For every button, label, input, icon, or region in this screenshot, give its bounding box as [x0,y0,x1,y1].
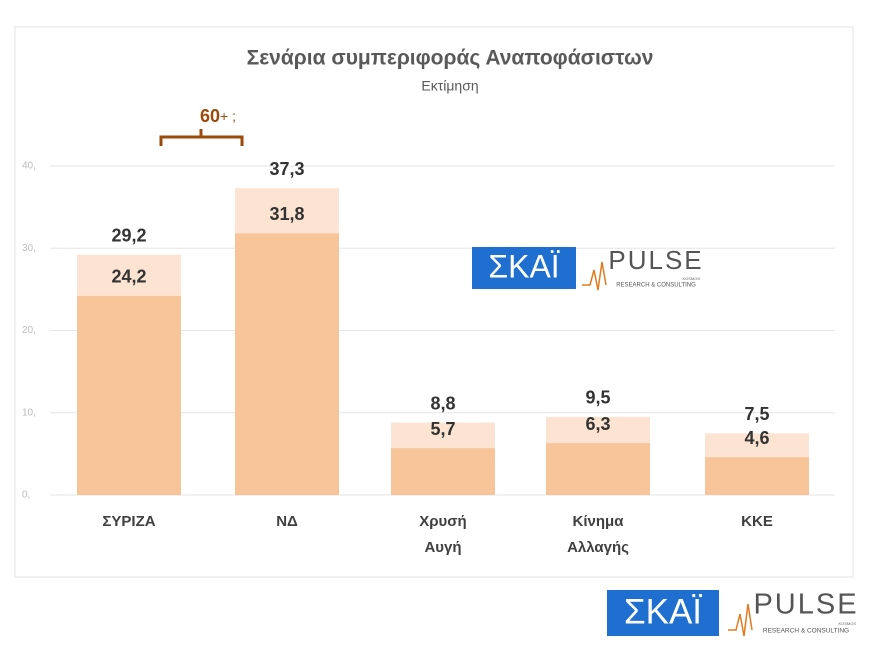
logo-bottom: ΣΚΑΪ PULSE KOSMOS RESEARCH & CONSULTING [607,589,858,637]
x-tick-label: ΝΔ [276,513,298,530]
annotation-bold: 60 [200,106,220,126]
pulse-sub: RESEARCH & CONSULTING [616,283,696,289]
x-tick-line: Αυγή [424,539,461,556]
x-tick-line: Χρυσή [419,513,466,530]
value-label: 29,2 [111,226,146,246]
value-label: 24,2 [111,267,146,287]
bracket [159,129,244,146]
value-label: 4,6 [744,428,769,448]
value-label: 7,5 [744,404,769,424]
value-label: 6,3 [585,414,610,434]
x-tick-line: Κίνημα [573,513,625,530]
y-tick-label: 0, [22,490,30,501]
bar [705,457,809,495]
x-tick-label: Χρυσή Αυγή [419,513,466,556]
pulse-sub: RESEARCH & CONSULTING [763,628,849,635]
pulse-wave [582,261,607,291]
logo-inline: ΣΚΑΪ PULSE KOSMOS RESEARCH & CONSULTING [472,245,703,291]
plot: 0, 10, 20, 30, 40, 29,2 37,3 8,8 9,5 7,5 24,2 31,8 5… [22,159,835,556]
y-tick-label: 10, [22,407,36,418]
pulse-tag: KOSMOS [682,276,700,281]
value-label: 31,8 [269,204,304,224]
value-label: 37,3 [269,159,304,179]
value-label: 9,5 [585,388,610,408]
annotation-rest: + ; [220,108,236,124]
pulse-logo: PULSE [608,245,703,275]
x-tick-label: ΚΚΕ [741,513,773,530]
bar [546,443,650,495]
x-tick-label: Κίνημα Αλλαγής [567,513,629,556]
pulse-logo: PULSE [753,589,858,621]
annotation: 60+ ; [200,106,236,126]
channel-logo: ΣΚΑΪ [488,248,559,284]
x-tick-line: Αλλαγής [567,539,629,556]
bar [391,448,495,495]
pulse-wave [728,603,753,637]
channel-logo: ΣΚΑΪ [624,592,702,631]
channel-logo-box [472,247,576,289]
y-tick-label: 30, [22,243,36,254]
value-label: 8,8 [430,393,455,413]
y-tick-label: 40, [22,161,36,172]
pulse-tag: KOSMOS [838,621,856,626]
chart-subtitle: Εκτίμηση [421,78,478,94]
bar [77,295,181,495]
x-tick-label: ΣΥΡΙΖΑ [102,513,155,530]
bar [235,233,339,495]
channel-logo-box [607,590,719,636]
value-label: 5,7 [430,419,455,439]
chart-title: Σενάρια συμπεριφοράς Αναποφάσιστων [247,47,654,70]
y-tick-label: 20, [22,325,36,336]
